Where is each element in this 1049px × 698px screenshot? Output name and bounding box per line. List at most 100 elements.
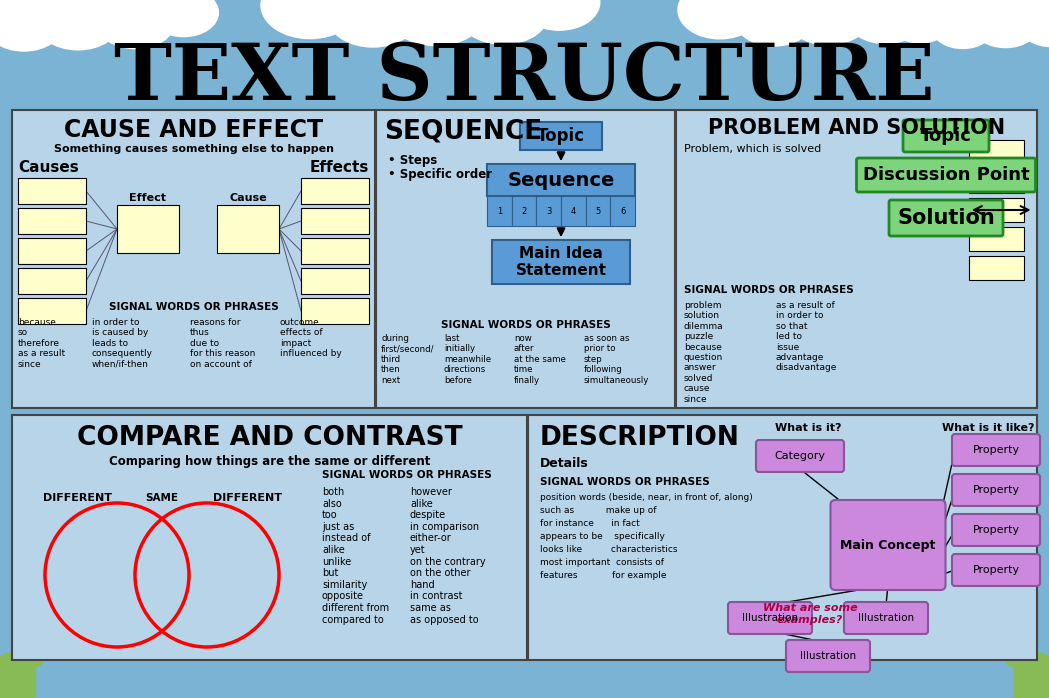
Ellipse shape bbox=[35, 0, 122, 50]
Ellipse shape bbox=[735, 0, 813, 46]
FancyBboxPatch shape bbox=[728, 602, 812, 634]
Ellipse shape bbox=[1030, 653, 1048, 667]
Ellipse shape bbox=[932, 7, 993, 48]
Bar bbox=[969, 169, 1024, 193]
Text: SIGNAL WORDS OR PHRASES: SIGNAL WORDS OR PHRASES bbox=[684, 285, 854, 295]
Ellipse shape bbox=[918, 0, 970, 24]
Ellipse shape bbox=[518, 0, 600, 30]
Text: Topic: Topic bbox=[920, 127, 972, 145]
Bar bbox=[585, 196, 611, 226]
Text: position words (beside, near, in front of, along): position words (beside, near, in front o… bbox=[540, 493, 753, 502]
Bar bbox=[12, 415, 527, 660]
FancyBboxPatch shape bbox=[903, 120, 989, 152]
FancyBboxPatch shape bbox=[756, 440, 844, 472]
Text: Main Idea
Statement: Main Idea Statement bbox=[515, 246, 606, 279]
Text: Property: Property bbox=[972, 445, 1020, 455]
Text: CAUSE AND EFFECT: CAUSE AND EFFECT bbox=[64, 118, 323, 142]
Text: last
initially
meanwhile
directions
before: last initially meanwhile directions befo… bbox=[444, 334, 491, 385]
Bar bbox=[301, 178, 369, 204]
Text: SIGNAL WORDS OR PHRASES: SIGNAL WORDS OR PHRASES bbox=[322, 470, 492, 480]
Text: Sequence: Sequence bbox=[508, 170, 615, 189]
Text: • Specific order: • Specific order bbox=[388, 168, 492, 181]
Bar bbox=[117, 205, 179, 253]
Bar bbox=[487, 164, 635, 196]
Ellipse shape bbox=[847, 0, 924, 43]
Text: reasons for
thus
due to
for this reason
on account of: reasons for thus due to for this reason … bbox=[190, 318, 255, 369]
Ellipse shape bbox=[457, 0, 549, 44]
Ellipse shape bbox=[0, 0, 33, 20]
Text: now
after
at the same
time
finally: now after at the same time finally bbox=[514, 334, 565, 385]
Text: SEQUENCE: SEQUENCE bbox=[384, 118, 542, 144]
Ellipse shape bbox=[1006, 653, 1024, 667]
Text: DESCRIPTION: DESCRIPTION bbox=[540, 425, 740, 451]
Bar bbox=[528, 415, 1037, 660]
FancyBboxPatch shape bbox=[952, 474, 1040, 506]
Ellipse shape bbox=[1, 653, 19, 667]
Bar bbox=[969, 198, 1024, 222]
Bar bbox=[301, 238, 369, 264]
Text: 1: 1 bbox=[497, 207, 502, 216]
Ellipse shape bbox=[886, 0, 954, 43]
Ellipse shape bbox=[25, 0, 107, 20]
Bar bbox=[611, 196, 635, 226]
Text: problem
solution
dilemma
puzzle
because
question
answer
solved
cause
since: problem solution dilemma puzzle because … bbox=[684, 301, 724, 403]
FancyBboxPatch shape bbox=[952, 434, 1040, 466]
Ellipse shape bbox=[7, 653, 25, 667]
Text: What is it?: What is it? bbox=[775, 423, 841, 433]
Text: Illustration: Illustration bbox=[742, 613, 798, 623]
Bar bbox=[376, 110, 675, 408]
Ellipse shape bbox=[306, 0, 384, 10]
Text: however
alike
despite
in comparison
either-or
yet
on the contrary
on the other
h: however alike despite in comparison eith… bbox=[410, 487, 486, 625]
Ellipse shape bbox=[19, 653, 37, 667]
Text: looks like          characteristics: looks like characteristics bbox=[540, 545, 678, 554]
Text: Topic: Topic bbox=[537, 127, 585, 145]
Ellipse shape bbox=[845, 0, 918, 15]
Ellipse shape bbox=[374, 0, 470, 10]
Text: features            for example: features for example bbox=[540, 571, 666, 580]
Text: as a result of
in order to
so that
led to
issue
advantage
disadvantage: as a result of in order to so that led t… bbox=[776, 301, 837, 373]
Text: SAME: SAME bbox=[146, 493, 178, 503]
Text: Details: Details bbox=[540, 457, 588, 470]
Text: DIFFERENT: DIFFERENT bbox=[213, 493, 281, 503]
Text: Comparing how things are the same or different: Comparing how things are the same or dif… bbox=[109, 455, 430, 468]
Text: What is it like?: What is it like? bbox=[942, 423, 1034, 433]
Bar bbox=[492, 240, 630, 284]
Text: for instance      in fact: for instance in fact bbox=[540, 519, 640, 528]
Ellipse shape bbox=[1012, 653, 1030, 667]
FancyBboxPatch shape bbox=[952, 554, 1040, 586]
Text: Category: Category bbox=[774, 451, 826, 461]
Bar bbox=[0, 655, 35, 698]
Bar bbox=[12, 110, 374, 408]
Bar bbox=[301, 298, 369, 324]
Text: What are some
examples?: What are some examples? bbox=[763, 603, 857, 625]
Bar bbox=[18, 238, 86, 264]
Ellipse shape bbox=[1018, 653, 1036, 667]
Text: Something causes something else to happen: Something causes something else to happe… bbox=[53, 144, 334, 154]
Bar bbox=[18, 208, 86, 234]
Bar bbox=[301, 268, 369, 294]
Ellipse shape bbox=[899, 0, 968, 31]
Text: Effects: Effects bbox=[309, 160, 369, 175]
Text: Discussion Point: Discussion Point bbox=[862, 166, 1029, 184]
Bar bbox=[969, 140, 1024, 164]
Bar bbox=[520, 122, 602, 150]
Text: such as           make up of: such as make up of bbox=[540, 506, 657, 515]
Ellipse shape bbox=[13, 653, 31, 667]
Text: SIGNAL WORDS OR PHRASES: SIGNAL WORDS OR PHRASES bbox=[109, 302, 278, 312]
Text: Solution: Solution bbox=[897, 208, 994, 228]
Text: as soon as
prior to
step
following
simultaneously: as soon as prior to step following simul… bbox=[584, 334, 649, 385]
Bar bbox=[18, 298, 86, 324]
Text: • Steps: • Steps bbox=[388, 154, 437, 167]
Text: Illustration: Illustration bbox=[800, 651, 856, 661]
Ellipse shape bbox=[1020, 0, 1049, 24]
Text: DIFFERENT: DIFFERENT bbox=[43, 493, 111, 503]
Bar bbox=[487, 196, 512, 226]
Text: Causes: Causes bbox=[18, 160, 79, 175]
Ellipse shape bbox=[97, 0, 174, 49]
Text: both
also
too
just as
instead of
alike
unlike
but
similarity
opposite
different : both also too just as instead of alike u… bbox=[322, 487, 389, 625]
Text: COMPARE AND CONTRAST: COMPARE AND CONTRAST bbox=[77, 425, 463, 451]
Ellipse shape bbox=[775, 0, 857, 15]
Text: outcome
effects of
impact
influenced by: outcome effects of impact influenced by bbox=[280, 318, 342, 358]
Text: TEXT STRUCTURE: TEXT STRUCTURE bbox=[114, 40, 935, 116]
Text: Property: Property bbox=[972, 485, 1020, 495]
